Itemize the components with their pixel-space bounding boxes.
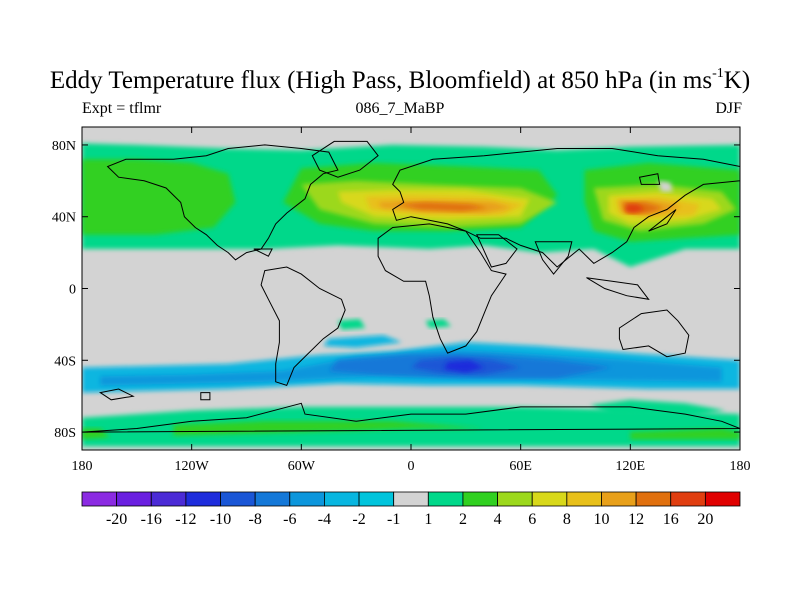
coast-australia	[618, 309, 690, 358]
colorbar-swatch	[531, 491, 568, 507]
x-tick-label: 180	[730, 459, 751, 474]
coast-antarctica	[82, 402, 740, 433]
chart-title-prefix: Eddy Temperature flux (High Pass, Bloomf…	[49, 67, 713, 94]
colorbar-label: -10	[210, 511, 231, 528]
coast-indonesia	[586, 277, 650, 300]
chart-title: Eddy Temperature flux (High Pass, Bloomf…	[0, 66, 800, 95]
flux-field	[82, 143, 740, 447]
case-label: 086_7_MaBP	[355, 100, 445, 117]
colorbar-swatch	[289, 491, 325, 507]
field-aus-green-low	[590, 399, 726, 418]
y-tick-label: 40S	[54, 354, 76, 369]
colorbar-swatch	[358, 491, 395, 507]
colorbar-swatch	[566, 491, 602, 507]
colorbar-swatch	[185, 491, 221, 507]
x-tick-label: 180	[72, 459, 93, 474]
colorbar-label: -20	[106, 511, 127, 528]
colorbar-label: 6	[528, 511, 536, 528]
colorbar-label: 10	[593, 511, 609, 528]
colorbar-swatch	[670, 491, 706, 507]
field-atl-darkorange	[396, 202, 488, 212]
field-nh-pacific-green	[82, 159, 236, 235]
coast-eurasia	[392, 148, 740, 268]
y-tick-label: 0	[69, 283, 76, 298]
colorbar-label: -4	[318, 511, 331, 528]
colorbar-label: 20	[697, 511, 713, 528]
colorbar-swatch	[324, 491, 360, 507]
y-tick-label: 80S	[54, 426, 76, 441]
coast-greenland	[311, 140, 379, 178]
axis-ticks: 180 120W 60W 0 60E 120E 180 80N 40N 0 40S 80S	[52, 127, 751, 474]
colorbar-label: -6	[283, 511, 296, 528]
colorbar-label: -1	[387, 511, 400, 528]
colorbar-label: -16	[141, 511, 162, 528]
colorbar-swatch	[635, 491, 672, 507]
colorbar-label: 16	[663, 511, 679, 528]
coastlines	[82, 140, 740, 433]
coast-caribbean-island	[253, 248, 273, 257]
coast-india	[534, 241, 573, 275]
coast-south-america	[260, 266, 346, 387]
chart-title-suffix: K)	[723, 67, 751, 94]
field-sh-green-blob-2	[425, 319, 452, 328]
colorbar-swatch	[462, 491, 498, 507]
colorbar-swatch	[254, 491, 291, 507]
coast-arabia	[476, 234, 518, 268]
colorbar-swatch	[116, 491, 152, 507]
x-tick-label: 60E	[509, 459, 532, 474]
y-tick-label: 40N	[52, 211, 76, 226]
coast-africa	[377, 223, 507, 354]
x-tick-label: 120E	[616, 459, 646, 474]
colorbar-label: 1	[424, 511, 432, 528]
x-tick-label: 120W	[175, 459, 210, 474]
colorbar-swatch	[704, 491, 741, 507]
field-sh-green-blob-1	[337, 319, 366, 330]
field-ant-green-1	[173, 421, 485, 436]
field-sh-blue-blob	[323, 335, 402, 348]
experiment-label: Expt = tflmr	[82, 100, 162, 117]
coast-japan	[648, 209, 677, 232]
colorbar-label: -8	[248, 511, 261, 528]
chart-title-superscript: -1	[712, 66, 724, 81]
coast-north-pacific-island	[638, 173, 661, 185]
colorbar-swatch	[81, 491, 118, 507]
colorbar-swatch	[427, 491, 464, 507]
colorbar-swatch	[393, 491, 429, 507]
field-pac-red	[624, 204, 645, 214]
colorbar-swatch	[220, 491, 256, 507]
colorbar-label: 2	[459, 511, 467, 528]
colorbar-label: 8	[563, 511, 571, 528]
coast-antarctic-peninsula-left	[99, 388, 135, 401]
colorbar: -20 -16 -12 -10 -8 -6 -4 -2 -1 1 2 4 6 8 10 12 16 20	[81, 491, 741, 528]
season-label: DJF	[715, 100, 742, 117]
field-sh-blue-core	[443, 360, 485, 373]
field-nh-grey-hole-1	[657, 180, 673, 192]
coast-antarctic-islands	[200, 392, 211, 401]
y-tick-label: 80N	[52, 139, 76, 154]
coast-north-america	[106, 144, 339, 261]
colorbar-swatch	[497, 491, 533, 507]
field-ant-green-2	[630, 428, 740, 440]
colorbar-label: -12	[175, 511, 196, 528]
colorbar-label: 12	[628, 511, 644, 528]
colorbar-label: 4	[494, 511, 502, 528]
colorbar-swatch	[150, 491, 187, 507]
colorbar-swatch	[601, 491, 637, 507]
colorbar-label: -2	[352, 511, 365, 528]
x-tick-label: 60W	[288, 459, 316, 474]
x-tick-label: 0	[408, 459, 415, 474]
